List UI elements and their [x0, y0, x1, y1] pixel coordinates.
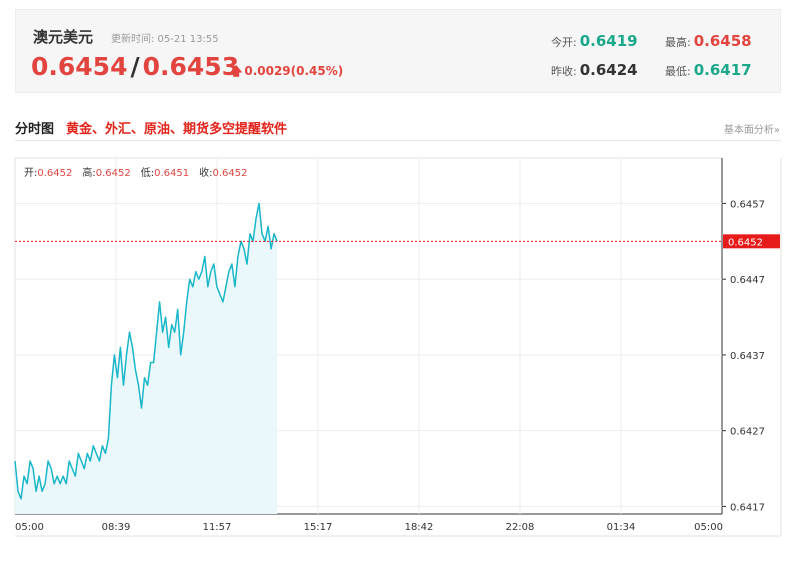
open-label: 今开: [551, 36, 577, 49]
high-value: 0.6458 [693, 32, 752, 50]
ohlc-value: 0.6452 [96, 168, 131, 179]
high-stat: 最高: 0.6458 [665, 32, 752, 50]
section-divider [15, 140, 781, 141]
price-line [14, 202, 278, 500]
ohlc-label: 开: [24, 168, 37, 179]
x-tick-label: 11:57 [203, 522, 232, 533]
bid-ask-price: 0.6454/0.6453 [31, 52, 239, 81]
y-tick-label: 0.6427 [730, 427, 765, 438]
ohlc-value: 0.6452 [213, 168, 248, 179]
high-label: 最高: [665, 36, 691, 49]
ohlc-value: 0.6452 [37, 168, 72, 179]
x-tick-label: 18:42 [405, 522, 434, 533]
low-stat: 最低: 0.6417 [665, 61, 752, 79]
ohlc-label: 收: [199, 166, 212, 179]
price-change-value: 0.0029(0.45%) [244, 64, 344, 78]
update-time: 更新时间: 05-21 13:55 [111, 34, 219, 45]
y-tick-label: 0.6447 [730, 275, 765, 286]
ohlc-value: 0.6451 [154, 168, 189, 179]
price-area [15, 203, 278, 514]
x-tick-label: 05:00 [15, 522, 44, 533]
price-separator: / [130, 52, 140, 81]
y-tick-label: 0.6437 [730, 351, 765, 362]
x-tick-label: 05:00 [694, 522, 723, 533]
intraday-chart[interactable]: 05:00 08:39 11:57 15:17 18:42 22:08 01:34 05:00… [0, 150, 800, 555]
price-change: 🡅 0.0029(0.45%) [230, 62, 343, 83]
x-tick-label: 15:17 [304, 522, 333, 533]
x-tick-label: 08:39 [102, 522, 131, 533]
ask-price: 0.6453 [142, 52, 240, 81]
y-tick-label: 0.6417 [730, 502, 765, 513]
ohlc-label: 低: [141, 166, 154, 179]
bid-price: 0.6454 [31, 52, 128, 81]
low-label: 最低: [665, 65, 691, 78]
current-price-label: 0.6452 [728, 237, 763, 248]
open-value: 0.6419 [579, 32, 638, 50]
y-tick-label: 0.6457 [730, 199, 765, 210]
ohlc-label: 高: [82, 166, 95, 179]
analysis-link[interactable]: 基本面分析» [723, 125, 780, 136]
prev-close-label: 昨收: [551, 65, 577, 78]
open-stat: 今开: 0.6419 [551, 32, 638, 50]
prev-close-value: 0.6424 [579, 61, 638, 79]
x-tick-label: 22:08 [506, 522, 535, 533]
section-title: 分时图 [15, 122, 55, 137]
instrument-name: 澳元美元 [33, 28, 94, 46]
prev-close-stat: 昨收: 0.6424 [551, 61, 638, 79]
promo-link[interactable]: 黄金、外汇、原油、期货多空提醒软件 [66, 122, 288, 137]
low-value: 0.6417 [693, 61, 752, 79]
quote-panel: 澳元美元 更新时间: 05-21 13:55 0.6454/0.6453 🡅 0.… [15, 9, 781, 93]
x-tick-label: 01:34 [607, 522, 636, 533]
up-arrow-icon: 🡅 [230, 64, 243, 78]
current-price-tag [723, 234, 780, 249]
